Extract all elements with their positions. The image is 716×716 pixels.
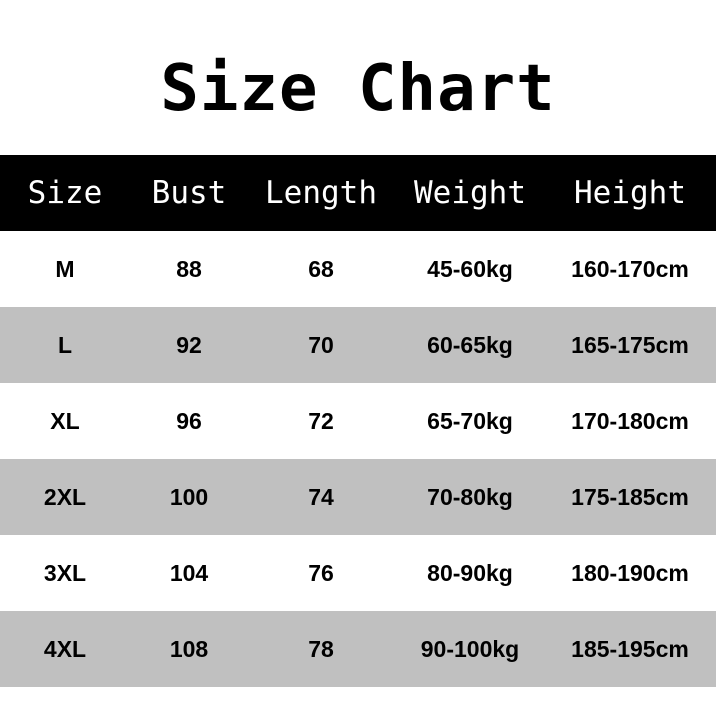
column-header-weight: Weight <box>414 175 526 211</box>
table-cell-height: 170-180cm <box>571 407 689 434</box>
column-header-size: Size <box>27 175 103 211</box>
table-row: 3XL 104 76 80-90kg 180-190cm <box>0 535 716 611</box>
table-cell-length: 74 <box>308 483 334 510</box>
table-row: XL 96 72 65-70kg 170-180cm <box>0 383 716 459</box>
table-cell-size: 3XL <box>43 559 87 586</box>
table-cell-height: 180-190cm <box>571 559 689 586</box>
table-cell-length: 70 <box>308 331 334 358</box>
table-cell-bust: 104 <box>169 559 209 586</box>
table-cell-weight: 65-70kg <box>427 407 513 434</box>
table-row: 2XL 100 74 70-80kg 175-185cm <box>0 459 716 535</box>
table-cell-weight: 70-80kg <box>427 483 513 510</box>
table-cell-size: 4XL <box>43 635 87 662</box>
table-cell-size: M <box>55 255 75 282</box>
chart-title: Size Chart <box>160 52 556 126</box>
table-cell-size: 2XL <box>43 483 87 510</box>
table-cell-weight: 45-60kg <box>427 255 513 282</box>
table-cell-length: 72 <box>308 407 334 434</box>
table-row: M 88 68 45-60kg 160-170cm <box>0 231 716 307</box>
table-cell-bust: 96 <box>176 407 202 434</box>
table-header: Size Bust Length Weight Height <box>0 155 716 231</box>
table-cell-weight: 90-100kg <box>420 635 520 662</box>
table-cell-height: 185-195cm <box>571 635 689 662</box>
table-cell-length: 78 <box>308 635 334 662</box>
column-header-height: Height <box>574 175 686 211</box>
table-cell-size: L <box>57 331 73 358</box>
table-cell-size: XL <box>50 407 80 434</box>
table-cell-height: 165-175cm <box>571 331 689 358</box>
table-cell-weight: 80-90kg <box>427 559 513 586</box>
table-cell-bust: 92 <box>176 331 202 358</box>
table-cell-weight: 60-65kg <box>427 331 513 358</box>
table-cell-length: 68 <box>308 255 334 282</box>
table-cell-bust: 88 <box>176 255 202 282</box>
column-header-bust: Bust <box>151 175 227 211</box>
table-cell-height: 175-185cm <box>571 483 689 510</box>
column-header-length: Length <box>265 175 377 211</box>
table-cell-height: 160-170cm <box>571 255 689 282</box>
table-cell-bust: 100 <box>169 483 209 510</box>
table-cell-bust: 108 <box>169 635 209 662</box>
table-row: L 92 70 60-65kg 165-175cm <box>0 307 716 383</box>
table-row: 4XL 108 78 90-100kg 185-195cm <box>0 611 716 687</box>
table-cell-length: 76 <box>308 559 334 586</box>
